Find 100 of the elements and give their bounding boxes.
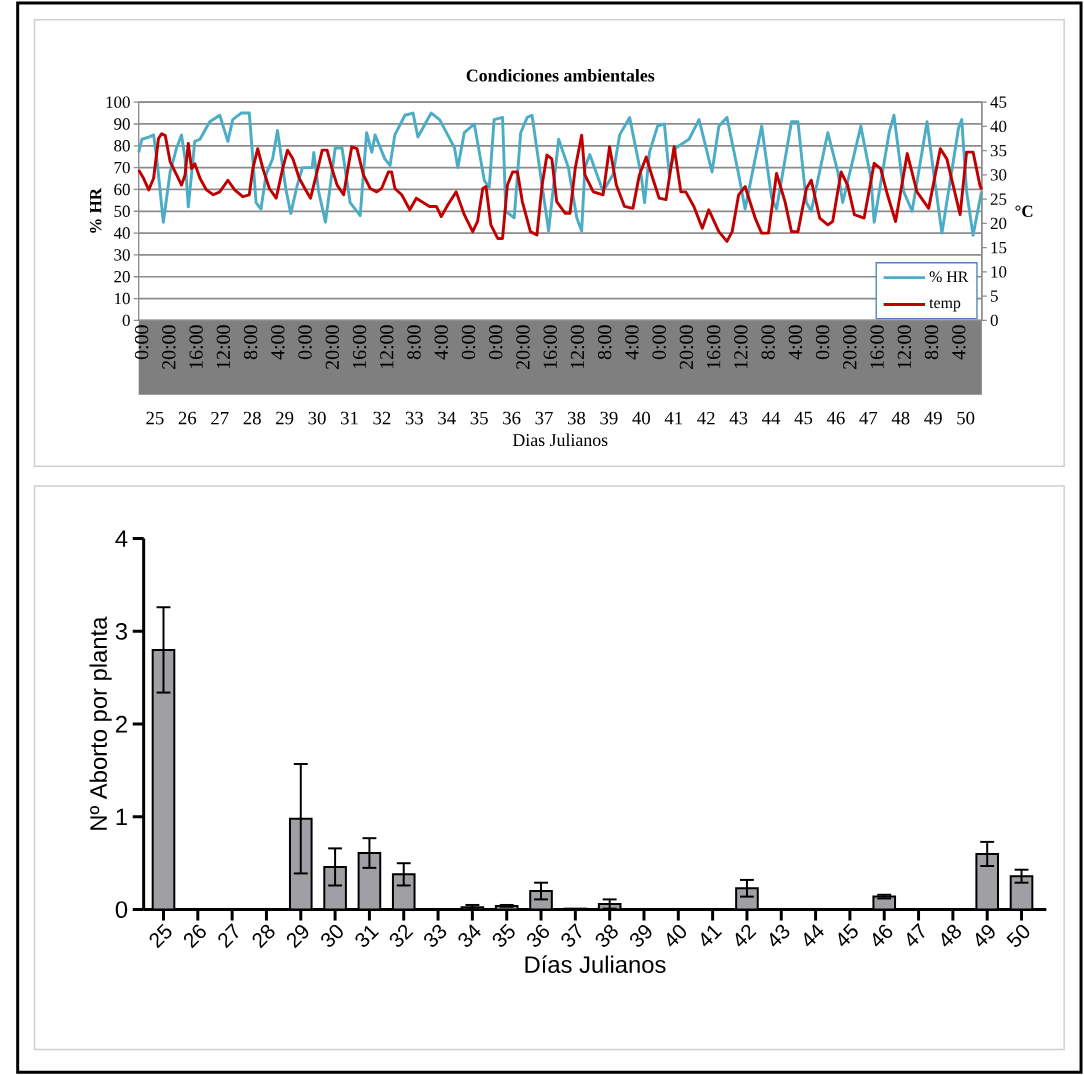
y-tick-label: 70 — [114, 161, 130, 174]
text: 0:00 — [134, 325, 149, 360]
x-tick-label: 25 — [146, 411, 164, 425]
y-tick-label: 4 — [115, 530, 128, 547]
y-tick-label: 20 — [114, 270, 130, 283]
text: 4:00 — [788, 325, 803, 360]
x-tick-label: 27 — [218, 923, 239, 949]
x-tick-label: 28 — [243, 411, 261, 425]
y-tick-label: 50 — [114, 205, 130, 217]
y2-tick-label: 10 — [991, 266, 1007, 278]
text: 12:00 — [570, 325, 585, 368]
text: 16:00 — [352, 325, 367, 368]
text: 0:00 — [298, 325, 312, 360]
y2-tick-label: 40 — [990, 120, 1007, 132]
text: 16:00 — [870, 325, 884, 368]
x-tick-label: 32 — [389, 924, 414, 947]
y2-tick-label: 0 — [990, 314, 998, 326]
legend-label: % HR — [929, 271, 969, 282]
text: 8:00 — [597, 325, 612, 360]
x-tick-label: 39 — [600, 411, 618, 425]
x-tick-label: 30 — [321, 924, 343, 947]
text: 4:00 — [952, 325, 966, 360]
y2-tick-label: 30 — [990, 169, 1007, 181]
x-tick-label: 26 — [178, 411, 197, 425]
text: 20:00 — [516, 325, 530, 369]
y2-tick-label: 15 — [991, 241, 1007, 254]
y-tick-label: 2 — [116, 715, 127, 733]
x-tick-label: 30 — [308, 411, 326, 425]
text: 12:00 — [380, 325, 394, 368]
x-axis-title: Dias Julianos — [512, 433, 608, 446]
x-tick-label: 33 — [424, 924, 447, 947]
x-tick-label: 45 — [794, 411, 813, 425]
y-tick-label: 80 — [114, 139, 130, 152]
x-tick-label: 34 — [438, 411, 456, 425]
y-tick-label: 10 — [115, 292, 130, 305]
x-tick-label: 36 — [503, 411, 521, 425]
x-tick-label: 47 — [907, 922, 925, 947]
x-tick-label: 35 — [492, 923, 515, 947]
x-tick-label: 49 — [924, 411, 942, 425]
x-tick-label: 46 — [872, 924, 893, 947]
x-tick-label: 50 — [1006, 924, 1030, 947]
text: 8:00 — [243, 325, 258, 360]
text: 4:00 — [625, 325, 639, 360]
x-tick-label: 37 — [535, 411, 553, 425]
text: 0:00 — [461, 325, 476, 360]
x-tick-label: 46 — [826, 411, 845, 425]
text: 16:00 — [706, 325, 721, 368]
x-tick-label: 43 — [729, 411, 748, 425]
x-tick-label: 40 — [667, 924, 687, 947]
x-tick-label: 45 — [838, 923, 858, 947]
legend-label: temp — [929, 298, 961, 312]
text: 16:00 — [189, 325, 203, 368]
text: 12:00 — [897, 325, 912, 368]
x-tick-label: 40 — [632, 411, 651, 425]
y-tick-label: 30 — [114, 249, 130, 261]
text: 20:00 — [162, 325, 176, 369]
x-tick-label: 38 — [567, 411, 586, 425]
y2-tick-label: 45 — [990, 96, 1007, 108]
y2-tick-label: 20 — [990, 217, 1007, 229]
y-tick-label: 3 — [115, 622, 128, 640]
x-tick-label: 43 — [769, 924, 790, 947]
x-tick-label: 41 — [701, 925, 723, 947]
x-tick-label: 48 — [941, 924, 962, 947]
x-tick-label: 39 — [630, 924, 652, 947]
y-tick-label: 40 — [113, 227, 130, 239]
text: 20:00 — [843, 325, 857, 369]
text: 8:00 — [924, 325, 939, 360]
x-tick-label: 37 — [561, 923, 582, 947]
text: 12:00 — [734, 325, 748, 368]
x-axis-title: Días Julianos — [525, 955, 666, 973]
x-tick-label: 35 — [470, 411, 488, 425]
x-tick-label: 34 — [458, 924, 481, 947]
x-tick-label: 49 — [975, 924, 995, 947]
y2-axis-title: °C — [1015, 205, 1033, 217]
x-tick-label: 26 — [183, 924, 206, 949]
chart-title: Condiciones ambientales — [466, 68, 655, 82]
x-tick-label: 31 — [355, 925, 379, 947]
text: 4:00 — [271, 325, 285, 360]
x-tick-label: 32 — [373, 411, 391, 425]
y2-tick-label: 35 — [990, 144, 1007, 157]
x-tick-label: 50 — [957, 411, 975, 425]
text: 20:00 — [325, 325, 340, 369]
y-tick-label: 0 — [115, 901, 128, 918]
y-tick-label: 100 — [106, 96, 130, 108]
text: 8:00 — [761, 325, 775, 360]
y2-tick-label: 5 — [991, 290, 998, 302]
y-tick-label: 0 — [122, 314, 130, 326]
x-tick-label: 28 — [252, 924, 275, 949]
x-tick-label: 48 — [891, 411, 910, 425]
text: 4:00 — [434, 325, 449, 360]
text: 20:00 — [679, 325, 694, 369]
x-tick-label: 27 — [211, 411, 229, 425]
x-tick-label: 25 — [149, 923, 172, 949]
text: 0:00 — [652, 325, 666, 360]
text: 12:00 — [216, 325, 231, 368]
y-tick-label: 90 — [114, 118, 130, 130]
y-tick-label: 1 — [116, 808, 127, 825]
x-tick-label: 33 — [405, 411, 423, 425]
x-tick-label: 36 — [527, 924, 550, 947]
x-tick-label: 42 — [697, 411, 715, 425]
